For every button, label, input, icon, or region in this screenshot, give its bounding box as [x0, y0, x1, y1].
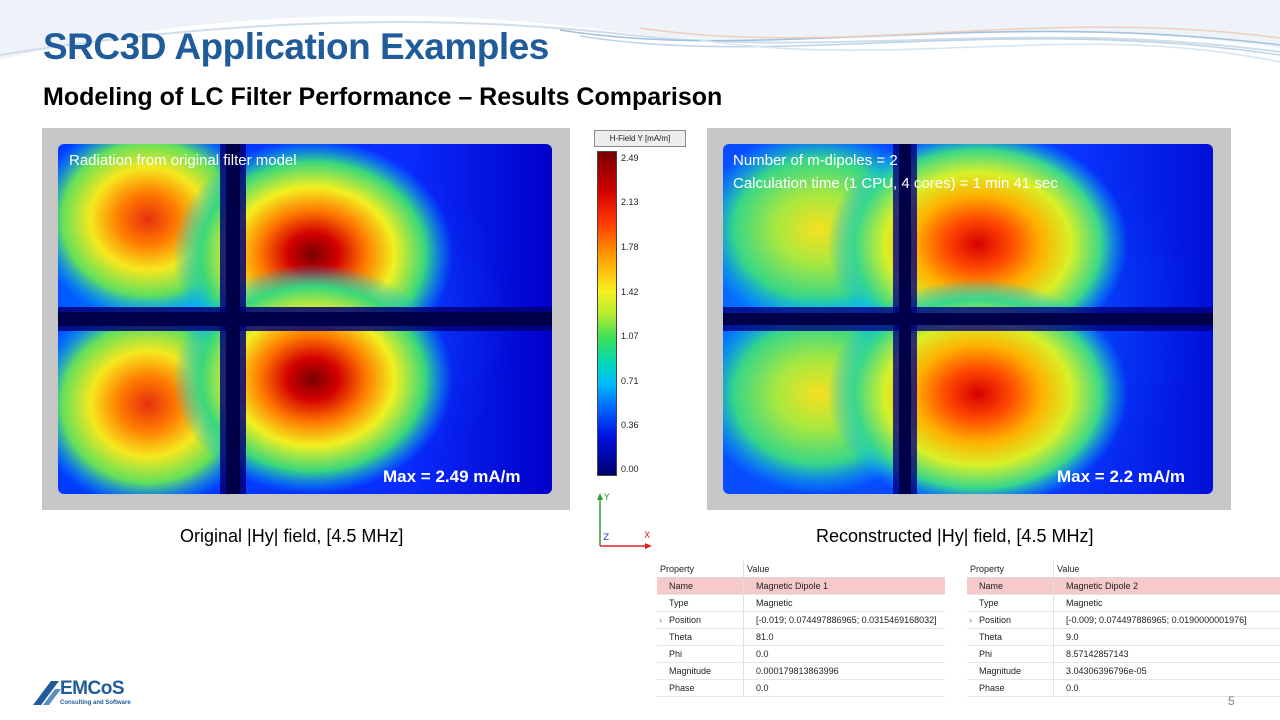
axis-y-label: Y: [603, 493, 610, 503]
reconstructed-max-label: Max = 2.2 mA/m: [1057, 467, 1186, 486]
property-value[interactable]: Magnetic: [1053, 594, 1280, 612]
expand-chevron-icon[interactable]: ›: [969, 615, 972, 625]
table-row[interactable]: Phase 0.0: [657, 679, 945, 697]
table-header-row: Property Value: [967, 561, 1280, 578]
table-row[interactable]: Name Magnetic Dipole 1: [657, 577, 945, 595]
table-row[interactable]: Theta 81.0: [657, 628, 945, 646]
dipole-count-label: Number of m-dipoles = 2: [733, 152, 898, 169]
original-plot-caption-overlay: Radiation from original filter model: [69, 152, 297, 169]
table-row[interactable]: Type Magnetic: [967, 594, 1280, 612]
table-row[interactable]: Magnitude 0.000179813863996: [657, 662, 945, 680]
logo-name: EMCoS: [60, 678, 125, 699]
column-header-property[interactable]: Property: [967, 561, 1054, 578]
colorbar-tick: 2.13: [621, 197, 639, 207]
table-row[interactable]: Phi 8.57142857143: [967, 645, 1280, 663]
colorbar-tick: 1.07: [621, 331, 639, 341]
original-field-panel: Radiation from original filter model Max…: [42, 128, 570, 510]
table-row[interactable]: Theta 9.0: [967, 628, 1280, 646]
table-row[interactable]: Phase 0.0: [967, 679, 1280, 697]
colorbar-tick: 2.49: [621, 153, 639, 163]
colorbar-title: H-Field Y [mA/m]: [594, 130, 686, 147]
page-number: 5: [1228, 694, 1235, 708]
property-value[interactable]: Magnetic Dipole 1: [743, 577, 945, 595]
property-value[interactable]: [-0.019; 0.074497886965; 0.0315469168032…: [743, 611, 945, 629]
original-field-caption: Original |Hy| field, [4.5 MHz]: [180, 526, 404, 546]
logo-tagline: Consulting and Software: [60, 700, 131, 706]
property-name: Position: [669, 615, 702, 625]
property-value[interactable]: 0.0: [743, 679, 945, 697]
reconstructed-field-caption: Reconstructed |Hy| field, [4.5 MHz]: [816, 526, 1094, 546]
table-row[interactable]: › Position [-0.019; 0.074497886965; 0.031…: [657, 611, 945, 629]
decorative-wave-banner: [0, 0, 1280, 63]
property-name: Theta: [967, 628, 1054, 646]
table-row[interactable]: › Position [-0.009; 0.074497886965; 0.019…: [967, 611, 1280, 629]
property-value[interactable]: 9.0: [1053, 628, 1280, 646]
original-field-heatmap: Radiation from original filter model Max…: [58, 144, 552, 494]
slide-subtitle: Modeling of LC Filter Performance – Resu…: [43, 83, 723, 111]
colorbar-scale: [597, 151, 617, 476]
property-value[interactable]: 0.000179813863996: [743, 662, 945, 680]
table-row[interactable]: Phi 0.0: [657, 645, 945, 663]
table-header-row: Property Value: [657, 561, 945, 578]
reconstructed-field-heatmap: Number of m-dipoles = 2 Calculation time…: [723, 144, 1213, 494]
property-name: Type: [657, 594, 744, 612]
property-name: Magnitude: [657, 662, 744, 680]
property-value[interactable]: Magnetic: [743, 594, 945, 612]
property-name: Phi: [657, 645, 744, 663]
calculation-time-label: Calculation time (1 CPU, 4 cores) = 1 mi…: [733, 175, 1058, 192]
colorbar-tick: 1.42: [621, 287, 639, 297]
property-value[interactable]: Magnetic Dipole 2: [1053, 577, 1280, 595]
expand-chevron-icon[interactable]: ›: [659, 615, 662, 625]
axis-z-label: Z: [603, 533, 609, 543]
column-header-value[interactable]: Value: [1053, 561, 1280, 578]
property-name: Position: [979, 615, 1012, 625]
axis-x-label: X: [644, 531, 650, 541]
colorbar-tick: 0.71: [621, 376, 639, 386]
property-value[interactable]: 3.04306396796e-05: [1053, 662, 1280, 680]
colorbar-tick: 0.36: [621, 420, 639, 430]
table-row[interactable]: Type Magnetic: [657, 594, 945, 612]
dipole-2-property-table: Property Value Name Magnetic Dipole 2 Ty…: [967, 561, 1280, 697]
axes-triad-icon: Y Z X: [597, 493, 652, 549]
original-max-label: Max = 2.49 mA/m: [383, 467, 521, 486]
property-name: Phase: [967, 679, 1054, 697]
slide-title: SRC3D Application Examples: [43, 26, 549, 67]
column-header-property[interactable]: Property: [657, 561, 744, 578]
colorbar-tick: 1.78: [621, 242, 639, 252]
property-name: Phase: [657, 679, 744, 697]
property-value[interactable]: 0.0: [1053, 679, 1280, 697]
table-row[interactable]: Name Magnetic Dipole 2: [967, 577, 1280, 595]
property-name: Type: [967, 594, 1054, 612]
emcos-logo-icon: [33, 681, 61, 705]
property-name: Name: [967, 577, 1054, 595]
table-row[interactable]: Magnitude 3.04306396796e-05: [967, 662, 1280, 680]
property-value[interactable]: [-0.009; 0.074497886965; 0.0190000001976…: [1053, 611, 1280, 629]
property-value[interactable]: 0.0: [743, 645, 945, 663]
property-name: Magnitude: [967, 662, 1054, 680]
property-value[interactable]: 81.0: [743, 628, 945, 646]
reconstructed-field-panel: Number of m-dipoles = 2 Calculation time…: [707, 128, 1231, 510]
property-name: Theta: [657, 628, 744, 646]
column-header-value[interactable]: Value: [743, 561, 945, 578]
property-value[interactable]: 8.57142857143: [1053, 645, 1280, 663]
property-name: Name: [657, 577, 744, 595]
dipole-1-property-table: Property Value Name Magnetic Dipole 1 Ty…: [657, 561, 945, 697]
colorbar-tick: 0.00: [621, 464, 639, 474]
property-name: Phi: [967, 645, 1054, 663]
